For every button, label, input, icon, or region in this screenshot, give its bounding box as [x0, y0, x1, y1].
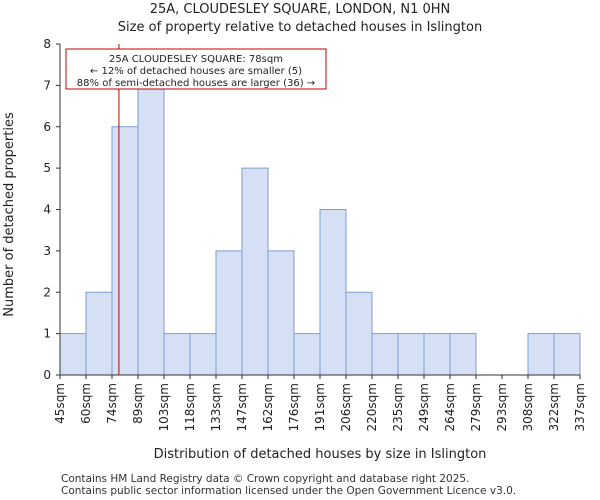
histogram-bar	[449, 333, 477, 376]
x-tick-label: 322sqm	[547, 383, 561, 431]
histogram-bar	[397, 333, 425, 376]
x-tick-label: 45sqm	[53, 383, 67, 424]
x-tick-label: 220sqm	[365, 383, 379, 431]
x-tick-label: 337sqm	[573, 383, 587, 431]
histogram-bar	[319, 209, 347, 376]
histogram-bar	[137, 84, 165, 376]
x-tick-label: 249sqm	[417, 383, 431, 431]
x-tick-label: 103sqm	[157, 383, 171, 431]
y-tick-label: 3	[43, 244, 51, 258]
y-axis-label: Number of detached properties	[2, 112, 17, 317]
y-tick-label: 6	[43, 120, 51, 134]
histogram-bar	[553, 333, 581, 376]
histogram-bar	[527, 333, 555, 376]
histogram-bar	[371, 333, 399, 376]
x-tick-label: 162sqm	[261, 383, 275, 431]
histogram-bar	[241, 167, 269, 376]
x-tick-label: 176sqm	[287, 383, 301, 431]
x-tick-label: 206sqm	[339, 383, 353, 431]
x-tick-label: 235sqm	[391, 383, 405, 431]
annotation-line-2: ← 12% of detached houses are smaller (5)	[90, 66, 302, 77]
y-tick-label: 4	[43, 203, 51, 217]
x-tick-label: 74sqm	[105, 383, 119, 424]
histogram-bar	[267, 250, 295, 376]
x-tick-label: 279sqm	[469, 383, 483, 431]
x-tick-label: 293sqm	[495, 383, 509, 431]
histogram-bar	[111, 126, 139, 376]
histogram-bar	[215, 250, 243, 376]
chart-subtitle: Size of property relative to detached ho…	[117, 20, 483, 35]
x-tick-label: 264sqm	[443, 383, 457, 431]
histogram-bar	[85, 291, 113, 376]
histogram-bar	[423, 333, 451, 376]
x-tick-label: 118sqm	[183, 383, 197, 431]
y-tick-label: 7	[43, 78, 51, 92]
y-tick-label: 1	[43, 327, 51, 341]
y-tick-label: 2	[43, 285, 51, 299]
chart-title: 25A, CLOUDESLEY SQUARE, LONDON, N1 0HN	[149, 2, 451, 17]
x-tick-label: 133sqm	[209, 383, 223, 431]
y-tick-label: 0	[43, 368, 51, 382]
x-tick-label: 60sqm	[79, 383, 93, 424]
x-tick-label: 308sqm	[521, 383, 535, 431]
histogram-bar	[189, 333, 217, 376]
x-axis-label: Distribution of detached houses by size …	[154, 447, 487, 462]
y-tick-label: 5	[43, 161, 51, 175]
footer-line-1: Contains HM Land Registry data © Crown c…	[61, 473, 470, 485]
annotation-box	[65, 48, 327, 90]
x-tick-label: 89sqm	[131, 383, 145, 424]
x-tick-label: 147sqm	[235, 383, 249, 431]
annotation-line-3: 88% of semi-detached houses are larger (…	[77, 78, 315, 89]
histogram-bar	[345, 291, 373, 376]
histogram-bar	[163, 333, 191, 376]
histogram-bar	[293, 333, 321, 376]
x-tick-label: 191sqm	[313, 383, 327, 431]
annotation-line-1: 25A CLOUDESLEY SQUARE: 78sqm	[109, 54, 283, 65]
footer-line-2: Contains public sector information licen…	[61, 485, 517, 497]
y-tick-label: 8	[43, 37, 51, 51]
histogram-bar	[59, 333, 87, 376]
